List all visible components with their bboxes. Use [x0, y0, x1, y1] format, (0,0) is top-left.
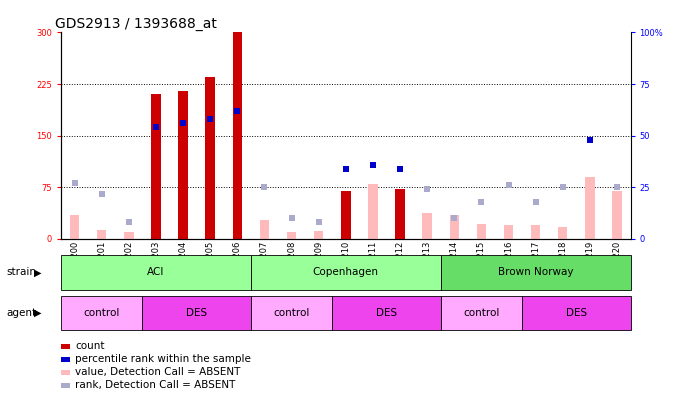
Text: DES: DES	[376, 308, 397, 318]
Bar	[422, 213, 432, 239]
Text: DES: DES	[186, 308, 207, 318]
Bar	[585, 177, 595, 239]
Text: percentile rank within the sample: percentile rank within the sample	[75, 354, 251, 364]
Bar	[97, 230, 106, 239]
Bar	[558, 226, 567, 239]
Text: control: control	[83, 308, 120, 318]
Bar	[287, 232, 296, 239]
Text: DES: DES	[565, 308, 587, 318]
Bar	[151, 94, 161, 239]
Bar	[233, 32, 242, 239]
Text: GDS2913 / 1393688_at: GDS2913 / 1393688_at	[56, 17, 217, 31]
Bar	[368, 184, 378, 239]
Bar	[205, 77, 215, 239]
Text: control: control	[273, 308, 310, 318]
Bar	[178, 91, 188, 239]
Text: rank, Detection Call = ABSENT: rank, Detection Call = ABSENT	[75, 380, 236, 390]
Bar	[70, 215, 79, 239]
Text: ▶: ▶	[33, 267, 41, 277]
Bar	[260, 220, 269, 239]
Text: agent: agent	[7, 308, 37, 318]
Bar	[124, 232, 134, 239]
Bar	[531, 225, 540, 239]
Bar	[504, 225, 513, 239]
Text: count: count	[75, 341, 105, 351]
Bar	[341, 191, 351, 239]
Text: ▶: ▶	[33, 308, 41, 318]
Text: control: control	[463, 308, 500, 318]
Bar	[314, 231, 323, 239]
Bar	[612, 191, 622, 239]
Bar	[450, 215, 459, 239]
Text: strain: strain	[7, 267, 37, 277]
Bar	[477, 224, 486, 239]
Text: Brown Norway: Brown Norway	[498, 267, 574, 277]
Bar	[395, 190, 405, 239]
Text: Copenhagen: Copenhagen	[313, 267, 379, 277]
Text: value, Detection Call = ABSENT: value, Detection Call = ABSENT	[75, 367, 241, 377]
Text: ACI: ACI	[147, 267, 165, 277]
